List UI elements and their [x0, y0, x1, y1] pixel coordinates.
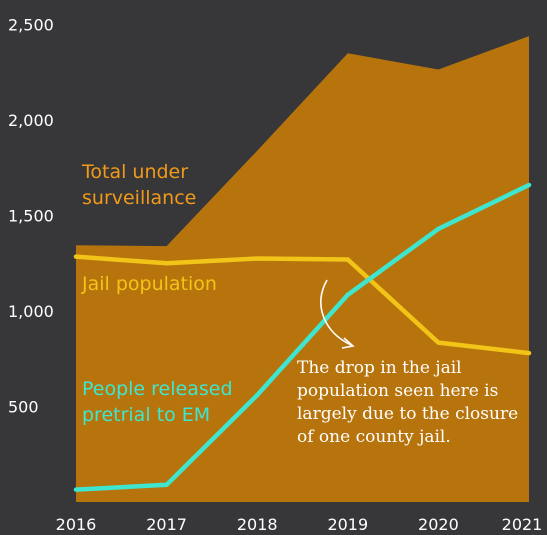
y-tick-label: 1,000 — [8, 302, 54, 321]
y-tick-label: 1,500 — [8, 207, 54, 226]
annotation-line: of one county jail. — [297, 427, 451, 447]
x-tick-label: 2020 — [418, 515, 459, 534]
annotation-line: population seen here is — [297, 381, 498, 401]
y-tick-label: 2,500 — [8, 16, 54, 35]
series-label-line: pretrial to EM — [82, 404, 210, 426]
y-tick-label: 2,000 — [8, 111, 54, 130]
x-tick-label: 2021 — [502, 515, 543, 534]
y-axis: 500 1,000 1,500 2,000 2,500 — [8, 16, 54, 417]
x-tick-label: 2018 — [237, 515, 278, 534]
x-tick-label: 2017 — [146, 515, 187, 534]
annotation-line: largely due to the closure — [297, 404, 518, 424]
series-label-line: People released — [82, 378, 233, 400]
x-axis: 2016 2017 2018 2019 2020 2021 — [56, 515, 543, 534]
series-label-total-under-surveillance: Total under surveillance — [81, 161, 196, 209]
annotation-arrowhead — [341, 337, 355, 349]
series-label-line: Jail population — [81, 273, 217, 295]
area-total-under-surveillance — [76, 36, 529, 502]
y-tick-label: 500 — [8, 398, 39, 417]
series-label-jail-population: Jail population — [81, 273, 217, 295]
line-jail-population — [73, 254, 532, 356]
annotation-line: The drop in the jail — [297, 358, 462, 378]
line-layer — [73, 182, 532, 492]
annotation: The drop in the jail population seen here… — [297, 279, 518, 447]
annotation-text: The drop in the jail population seen here… — [297, 358, 518, 447]
series-label-line: Total under — [81, 161, 188, 183]
line-people-released-pretrial-to-em — [73, 182, 532, 492]
series-label-line: surveillance — [82, 187, 196, 209]
x-tick-label: 2019 — [327, 515, 368, 534]
annotation-arrow — [320, 279, 352, 346]
x-tick-label: 2016 — [56, 515, 97, 534]
series-label-people-released-pretrial-to-em: People released pretrial to EM — [82, 378, 233, 426]
series-labels: Total under surveillance Jail population Pe… — [81, 161, 233, 426]
area-layer — [76, 36, 529, 502]
